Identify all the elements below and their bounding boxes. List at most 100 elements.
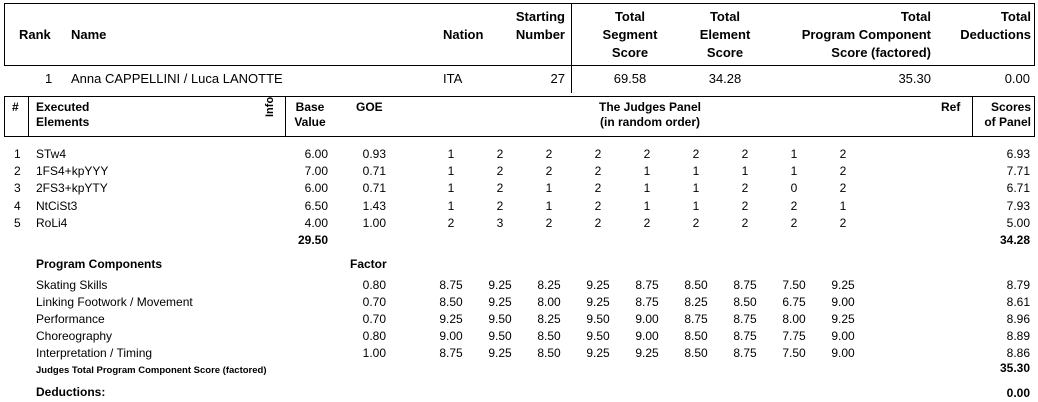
judges-panel-header: The Judges Panel (in random order) xyxy=(598,100,702,129)
component-score: 8.61 xyxy=(1006,295,1030,309)
judge-mark: 8.00 xyxy=(782,312,806,326)
judge-mark: 9.00 xyxy=(439,329,463,343)
total-element-score-header: Total Element Score xyxy=(699,9,751,60)
base-value-header: Base Value xyxy=(294,100,326,129)
judge-mark: 6.75 xyxy=(782,295,806,309)
judge-mark: 7.50 xyxy=(782,278,806,292)
element-goe: 0.71 xyxy=(362,181,386,196)
skater-nation: ITA xyxy=(443,71,463,86)
component-factor: 0.70 xyxy=(362,312,386,326)
judge-score: 2 xyxy=(839,164,847,179)
nation-header: Nation xyxy=(443,27,484,42)
judge-mark: 9.25 xyxy=(586,295,610,309)
element-goe: 1.43 xyxy=(362,198,386,213)
judge-score: 3 xyxy=(496,215,504,230)
judge-mark: 7.75 xyxy=(782,329,806,343)
judge-score: 2 xyxy=(545,215,553,230)
name-header: Name xyxy=(71,27,107,42)
judge-score: 2 xyxy=(741,198,749,213)
elements-col-divider xyxy=(28,96,29,137)
judge-mark: 8.75 xyxy=(733,278,757,292)
num-header: # xyxy=(12,100,19,114)
deductions-value: 0.00 xyxy=(1006,386,1030,400)
judge-score: 1 xyxy=(692,198,700,213)
judge-mark: 8.75 xyxy=(684,312,708,326)
judge-score: 2 xyxy=(692,215,700,230)
judge-score: 2 xyxy=(496,181,504,196)
judge-score: 2 xyxy=(741,215,749,230)
judge-mark: 9.00 xyxy=(831,329,855,343)
judge-mark: 9.00 xyxy=(831,295,855,309)
skater-total-pcs: 35.30 xyxy=(898,71,931,86)
starting-number-header: Starting Number xyxy=(515,9,565,42)
judge-mark: 8.50 xyxy=(684,278,708,292)
judge-score: 1 xyxy=(692,164,700,179)
skater-rank: 1 xyxy=(45,71,53,86)
judge-score: 2 xyxy=(741,147,749,161)
top-box-border xyxy=(4,65,1035,66)
judge-score: 2 xyxy=(594,181,602,196)
judge-mark: 8.50 xyxy=(684,329,708,343)
element-base-value: 7.00 xyxy=(304,164,328,179)
element-goe: 0.93 xyxy=(362,147,386,161)
judge-score: 2 xyxy=(643,215,651,230)
component-name: Skating Skills xyxy=(36,278,108,292)
component-name: Linking Footwork / Movement xyxy=(36,295,193,309)
component-factor: 1.00 xyxy=(362,346,386,360)
judge-mark: 8.50 xyxy=(684,346,708,360)
judge-score: 1 xyxy=(692,181,700,196)
row-divider xyxy=(571,66,572,93)
judge-score: 2 xyxy=(447,215,455,230)
judge-score: 2 xyxy=(643,147,651,161)
elements-box-border xyxy=(4,96,1035,97)
judge-mark: 8.75 xyxy=(733,329,757,343)
judge-mark: 9.25 xyxy=(831,312,855,326)
judge-mark: 8.50 xyxy=(537,329,561,343)
rank-header: Rank xyxy=(19,27,51,42)
component-score: 8.86 xyxy=(1006,346,1030,360)
judge-mark: 9.25 xyxy=(586,278,610,292)
judge-mark: 8.25 xyxy=(537,312,561,326)
element-name: RoLi4 xyxy=(36,215,68,230)
judge-score: 1 xyxy=(447,164,455,179)
skater-starting-number: 27 xyxy=(550,71,565,86)
element-panel-score: 5.00 xyxy=(1006,215,1030,230)
judge-mark: 9.50 xyxy=(586,312,610,326)
ref-header: Ref xyxy=(941,100,961,114)
element-base-value: 6.50 xyxy=(304,198,328,213)
judge-score: 1 xyxy=(643,181,651,196)
elements-col-divider xyxy=(972,96,973,137)
component-score: 8.79 xyxy=(1006,278,1030,292)
info-header: Info xyxy=(264,96,276,117)
judge-mark: 9.50 xyxy=(488,312,512,326)
judge-score: 2 xyxy=(496,198,504,213)
component-factor: 0.70 xyxy=(362,295,386,309)
skater-total-segment-score: 69.58 xyxy=(613,71,647,86)
top-box-border xyxy=(4,3,1035,4)
element-name: STw4 xyxy=(36,147,67,161)
elements-col-divider xyxy=(285,96,286,137)
component-score: 8.89 xyxy=(1006,329,1030,343)
component-name: Choreography xyxy=(36,329,113,343)
judge-score: 1 xyxy=(447,181,455,196)
skater-total-deductions: 0.00 xyxy=(1004,71,1030,86)
element-panel-score: 7.93 xyxy=(1006,198,1030,213)
judge-mark: 9.25 xyxy=(488,346,512,360)
header-divider xyxy=(571,3,572,66)
judge-score: 2 xyxy=(790,215,798,230)
judge-mark: 8.50 xyxy=(439,295,463,309)
element-number: 2 xyxy=(14,164,21,179)
judge-mark: 9.00 xyxy=(831,346,855,360)
judge-mark: 8.75 xyxy=(635,295,659,309)
judge-mark: 9.50 xyxy=(488,329,512,343)
skater-total-element-score: 34.28 xyxy=(708,71,742,86)
judge-mark: 8.75 xyxy=(439,346,463,360)
component-factor: 0.80 xyxy=(362,329,386,343)
judge-score: 2 xyxy=(496,147,504,161)
element-number: 5 xyxy=(14,215,21,230)
scores-of-panel-header: Scores of Panel xyxy=(984,100,1031,129)
elements-total-score: 34.28 xyxy=(999,233,1030,247)
judge-score: 2 xyxy=(839,215,847,230)
judge-score: 2 xyxy=(594,147,602,161)
factor-header: Factor xyxy=(350,257,387,271)
